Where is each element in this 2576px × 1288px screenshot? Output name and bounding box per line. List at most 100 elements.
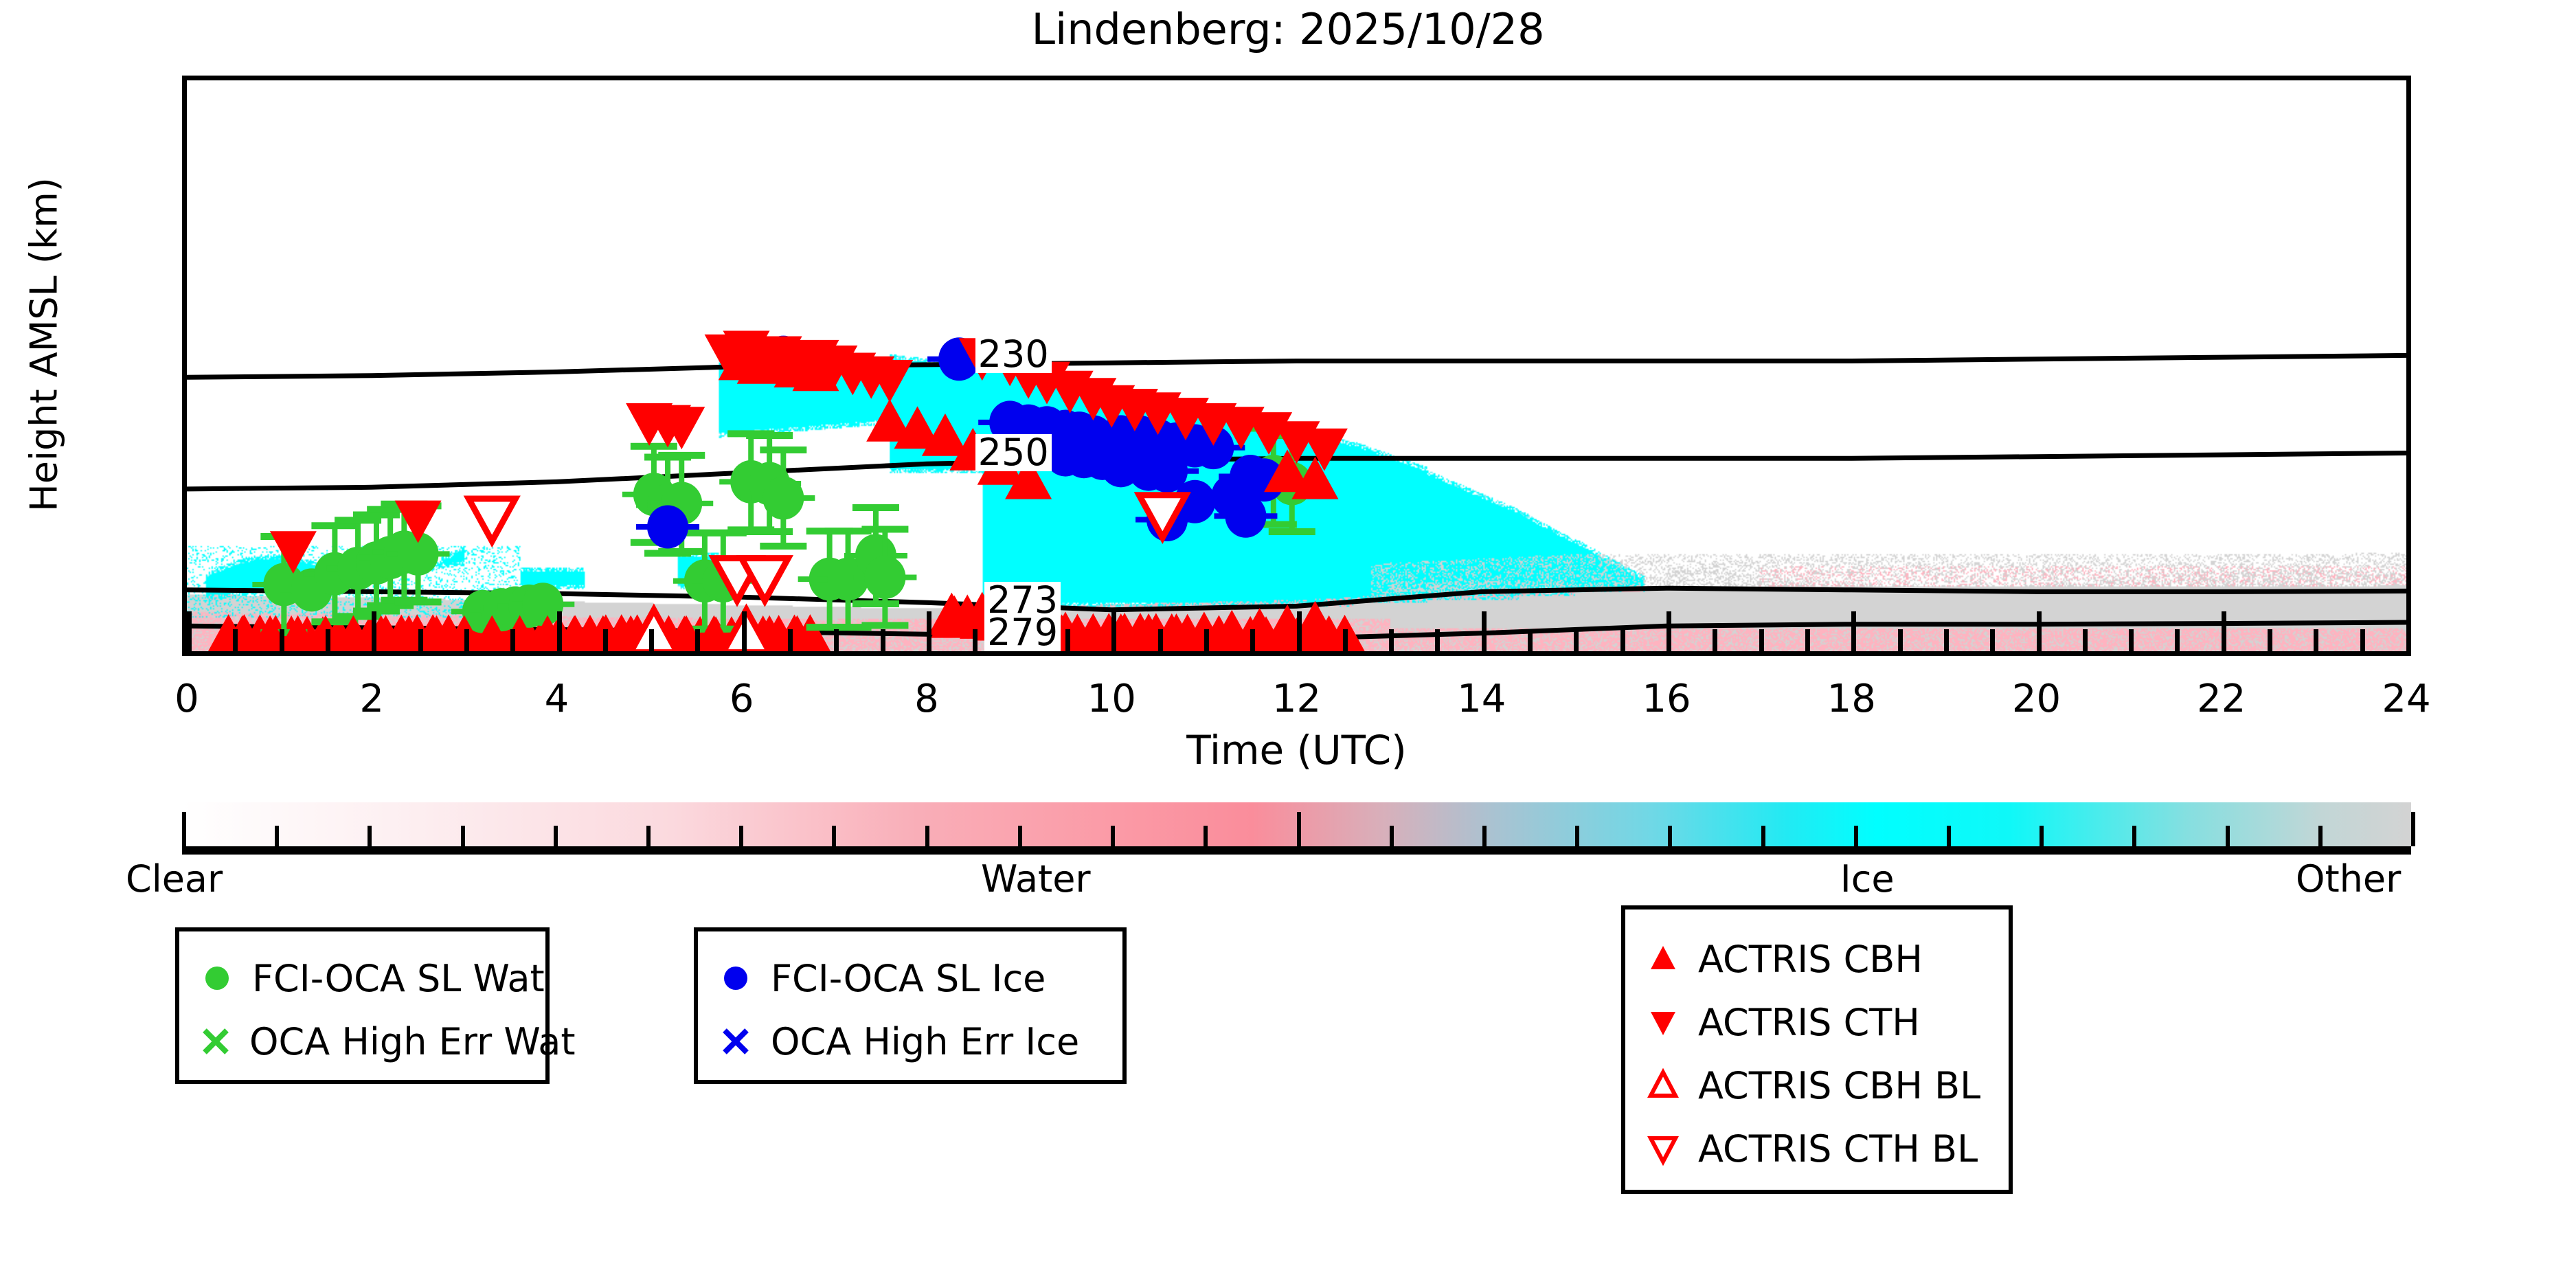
- x-axis-title: Time (UTC): [1186, 727, 1407, 773]
- colorbar-tick: [646, 826, 651, 846]
- x-tick-label: 8: [914, 677, 939, 721]
- contour-label-279: 279: [984, 614, 1061, 651]
- x-inner-tick: [2406, 611, 2411, 651]
- data-point: [1225, 494, 1267, 538]
- colorbar-tick: [832, 826, 837, 846]
- data-point: [394, 500, 442, 543]
- x-tick-label: 16: [1642, 677, 1691, 721]
- x-inner-tick: [2360, 629, 2365, 651]
- legend-label: ACTRIS CTH: [1698, 1000, 1920, 1044]
- x-inner-tick: [1111, 611, 1117, 651]
- data-point: [333, 615, 374, 651]
- y-axis-title: Height AMSL (km): [22, 177, 66, 512]
- triangle-up-open-marker: [1647, 1067, 1679, 1098]
- x-inner-tick: [1250, 629, 1256, 651]
- page-title: Lindenberg: 2025/10/28: [1031, 4, 1545, 54]
- colorbar-tick: [1946, 826, 1951, 846]
- legend-label: FCI-OCA SL Ice: [771, 956, 1046, 1000]
- x-tick-label: 22: [2197, 677, 2246, 721]
- legend-label: ACTRIS CBH: [1698, 937, 1923, 981]
- circle-marker: [724, 967, 747, 990]
- colorbar-tick: [1668, 826, 1673, 846]
- x-inner-tick: [1759, 629, 1764, 651]
- colorbar-tick: [1761, 826, 1765, 846]
- legend-item[interactable]: ACTRIS CTH BL: [1625, 1117, 2009, 1180]
- colorbar-tick: [553, 826, 558, 846]
- colorbar-tick: [1389, 826, 1394, 846]
- colorbar-tick: [739, 826, 744, 846]
- x-inner-tick: [695, 629, 701, 651]
- colorbar-tick: [2411, 812, 2415, 846]
- x-inner-tick: [1065, 629, 1070, 651]
- data-point: [1100, 613, 1142, 651]
- legend-item[interactable]: FCI-OCA SL Ice: [698, 947, 1122, 1010]
- x-inner-tick: [1990, 629, 1996, 651]
- x-inner-tick: [1528, 629, 1533, 651]
- x-tick-label: 10: [1087, 677, 1136, 721]
- colorbar-tick: [1204, 826, 1208, 846]
- data-overlay: [187, 330, 2406, 651]
- colorbar-label: Ice: [1840, 857, 1895, 901]
- colorbar-tick: [1575, 826, 1580, 846]
- data-point: [894, 406, 941, 449]
- colorbar-tick: [182, 812, 186, 846]
- x-inner-tick: [2082, 629, 2088, 651]
- x-tick-label: 24: [2382, 677, 2431, 721]
- x-inner-tick: [1713, 629, 1718, 651]
- data-point: [397, 532, 439, 576]
- legend-marker: [714, 1021, 757, 1061]
- data-point: [1300, 428, 1348, 471]
- data-point: [694, 615, 734, 651]
- data-point: [777, 615, 817, 651]
- legend-item[interactable]: FCI-OCA SL Wat: [179, 947, 545, 1010]
- x-inner-tick: [973, 629, 978, 651]
- cross-marker: [203, 1028, 229, 1054]
- legend-marker: [196, 1021, 236, 1061]
- legend-item[interactable]: OCA High Err Wat: [179, 1010, 576, 1073]
- x-inner-tick: [187, 611, 192, 651]
- x-inner-tick: [834, 629, 839, 651]
- data-point: [1146, 449, 1188, 493]
- colorbar-axis-line: [182, 846, 2411, 855]
- legend-marker: [1642, 1129, 1684, 1168]
- x-inner-tick: [1481, 611, 1487, 651]
- triangle-down-filled-marker: [1651, 1012, 1675, 1035]
- colorbar-label: Other: [2296, 857, 2402, 901]
- contour-label-250: 250: [975, 433, 1052, 471]
- x-inner-tick: [1204, 629, 1209, 651]
- data-point: [1291, 600, 1339, 644]
- data-point: [555, 615, 596, 651]
- legend-item[interactable]: ACTRIS CTH: [1625, 991, 2009, 1054]
- colorbar-tick: [2040, 826, 2044, 846]
- legend-marker: [1642, 1002, 1684, 1042]
- x-inner-tick: [1897, 629, 1903, 651]
- data-point: [1155, 613, 1197, 651]
- x-inner-tick: [1157, 629, 1163, 651]
- x-inner-tick: [1574, 629, 1579, 651]
- legend-label: FCI-OCA SL Wat: [252, 956, 545, 1000]
- x-inner-tick: [602, 629, 608, 651]
- legend-label: ACTRIS CBH BL: [1698, 1063, 1981, 1107]
- colorbar-tick: [1017, 826, 1022, 846]
- x-tick-label: 0: [174, 677, 199, 721]
- x-inner-tick: [556, 611, 562, 651]
- contour-label-273: 273: [984, 582, 1061, 620]
- x-tick-label: 12: [1272, 677, 1322, 721]
- x-tick-label: 6: [729, 677, 754, 721]
- x-inner-tick: [1805, 629, 1810, 651]
- colorbar-tick: [925, 826, 929, 846]
- x-inner-tick: [1342, 629, 1348, 651]
- legend-item[interactable]: ACTRIS CBH: [1625, 927, 2009, 991]
- data-point: [1193, 426, 1234, 470]
- classification-curtain: [187, 80, 2406, 651]
- legend-label: OCA High Err Ice: [771, 1019, 1080, 1063]
- legend-marker: [196, 958, 238, 998]
- colorbar-tick: [2318, 826, 2323, 846]
- x-inner-tick: [2268, 629, 2273, 651]
- plot-area[interactable]: 230 250 273 279: [182, 76, 2411, 656]
- legend-item[interactable]: ACTRIS CBH BL: [1625, 1054, 2009, 1117]
- data-point: [921, 413, 969, 456]
- x-tick-label: 18: [1827, 677, 1876, 721]
- data-point: [866, 360, 914, 403]
- legend-item[interactable]: OCA High Err Ice: [698, 1010, 1122, 1073]
